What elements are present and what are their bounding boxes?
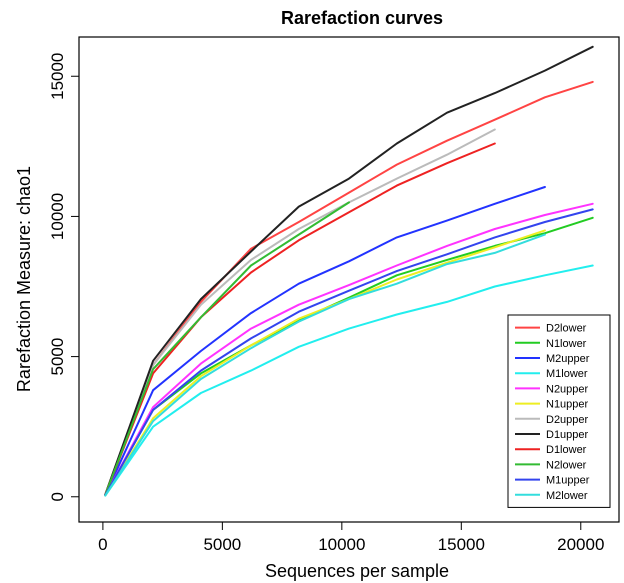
y-tick-label: 0 — [48, 492, 67, 501]
series-line-D2lower — [104, 80, 594, 496]
y-axis: 0 5000 10000 15000 — [48, 53, 80, 502]
series-line-N2lower — [104, 201, 350, 496]
legend-label-M2upper: M2upper — [546, 353, 590, 365]
legend-label-D1lower: D1lower — [546, 444, 587, 456]
series-line-M2lower — [104, 233, 546, 497]
series-line-N1upper — [104, 229, 546, 497]
series-line-D2upper — [104, 128, 496, 496]
legend-box — [507, 314, 611, 508]
legend-label-N2upper: N2upper — [546, 383, 589, 395]
x-axis: 0 5000 10000 15000 20000 — [98, 521, 604, 554]
legend-label-D1upper: D1upper — [546, 429, 589, 441]
x-tick-label: 20000 — [557, 535, 604, 554]
series-line-M2upper — [104, 186, 546, 497]
legend-label-N2lower: N2lower — [546, 459, 587, 471]
x-axis-title: Sequences per sample — [265, 561, 449, 581]
series-layer — [104, 45, 594, 497]
chart-title: Rarefaction curves — [281, 8, 443, 28]
legend-label-M1upper: M1upper — [546, 475, 590, 487]
y-tick-label: 10000 — [48, 193, 67, 240]
y-axis-title: Rarefaction Measure: chao1 — [14, 166, 34, 392]
legend-label-D2upper: D2upper — [546, 414, 589, 426]
y-tick-label: 5000 — [48, 338, 67, 376]
series-line-D1lower — [104, 142, 496, 496]
legend-label-M1lower: M1lower — [546, 368, 588, 380]
x-tick-label: 5000 — [203, 535, 241, 554]
y-tick-label: 15000 — [48, 53, 67, 100]
legend-label-N1upper: N1upper — [546, 399, 589, 411]
legend-label-M2lower: M2lower — [546, 490, 588, 502]
legend: D2lower N1lower M2upper M1lower N2upper N1upp… — [507, 314, 611, 508]
series-line-M1upper — [104, 208, 594, 497]
x-tick-label: 10000 — [318, 535, 365, 554]
legend-label-D2lower: D2lower — [546, 323, 587, 335]
x-tick-label: 0 — [98, 535, 107, 554]
legend-label-N1lower: N1lower — [546, 338, 587, 350]
series-line-D1upper — [104, 45, 594, 496]
series-line-N2upper — [104, 202, 594, 497]
x-tick-label: 15000 — [438, 535, 485, 554]
series-line-M1lower — [104, 264, 594, 497]
